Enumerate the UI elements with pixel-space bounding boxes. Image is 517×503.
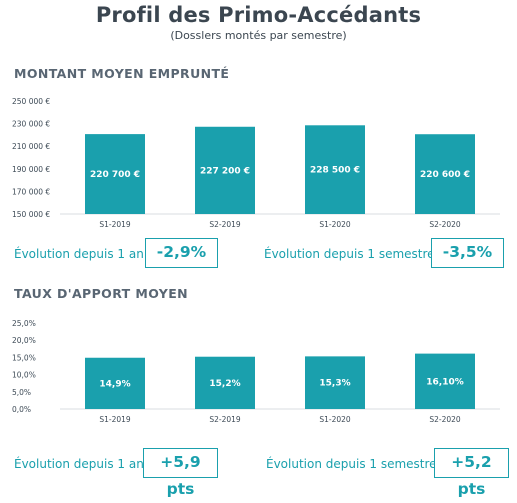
bar-data-label: 220 600 € [420, 170, 470, 180]
evolution-year-value: +5,9 pts [143, 448, 218, 498]
montant-bar-chart: 150 000 € 170 000 € 190 000 € 210 000 € 230 … [12, 97, 500, 229]
page-title: Profil des Primo-Accédants [95, 3, 422, 27]
evolution-year-label: Évolution depuis 1 an [14, 457, 144, 471]
evolution-year-value: -2,9% [145, 238, 218, 268]
evolution-semester-label: Évolution depuis 1 semestre [266, 457, 437, 471]
x-tick-label: S2-2019 [209, 415, 241, 424]
x-tick-label: S1-2019 [99, 220, 131, 229]
x-tick-label: S1-2019 [99, 415, 131, 424]
evolution-year-label: Évolution depuis 1 an [14, 247, 144, 261]
bar-data-label: 227 200 € [200, 166, 250, 176]
bar [415, 134, 475, 214]
evolution-semester-label: Évolution depuis 1 semestre [264, 247, 435, 261]
bar [195, 126, 255, 214]
x-tick-label: S2-2020 [429, 415, 461, 424]
evolution-semester-value: -3,5% [431, 238, 504, 268]
bar [85, 134, 145, 214]
bar-data-label: 16,10% [426, 377, 464, 387]
bar [415, 353, 475, 409]
y-tick-label: 5,0% [12, 388, 31, 397]
bar-data-label: 14,9% [99, 379, 130, 389]
y-tick-label: 250 000 € [12, 97, 50, 106]
bar [305, 125, 365, 214]
y-tick-label: 150 000 € [12, 210, 50, 219]
bar-data-label: 228 500 € [310, 166, 360, 176]
bar [305, 356, 365, 409]
apport-bar-chart: 0,0% 5,0% 10,0% 15,0% 20,0% 25,0% 14,9% S1-2019… [12, 319, 500, 424]
y-tick-label: 190 000 € [12, 165, 50, 174]
y-tick-label: 0,0% [12, 405, 31, 414]
y-tick-label: 210 000 € [12, 142, 50, 151]
x-tick-label: S2-2019 [209, 220, 241, 229]
x-tick-label: S1-2020 [319, 415, 351, 424]
x-tick-label: S1-2020 [319, 220, 351, 229]
y-tick-label: 25,0% [12, 319, 36, 328]
y-tick-label: 20,0% [12, 336, 36, 345]
y-tick-label: 170 000 € [12, 187, 50, 196]
section-title-montant: MONTANT MOYEN EMPRUNTÉ [14, 66, 230, 81]
section-title-apport: TAUX D'APPORT MOYEN [14, 286, 189, 301]
bar-data-label: 15,3% [319, 379, 350, 389]
bar-data-label: 220 700 € [90, 170, 140, 180]
y-tick-label: 15,0% [12, 353, 36, 362]
x-tick-label: S2-2020 [429, 220, 461, 229]
bar [195, 356, 255, 409]
y-tick-label: 230 000 € [12, 120, 50, 129]
bar [85, 357, 145, 409]
evolution-semester-value: +5,2 pts [434, 448, 509, 498]
bar-data-label: 15,2% [209, 379, 240, 389]
page-subtitle: (Dosslers montés par semestre) [170, 29, 347, 42]
y-tick-label: 10,0% [12, 371, 36, 380]
